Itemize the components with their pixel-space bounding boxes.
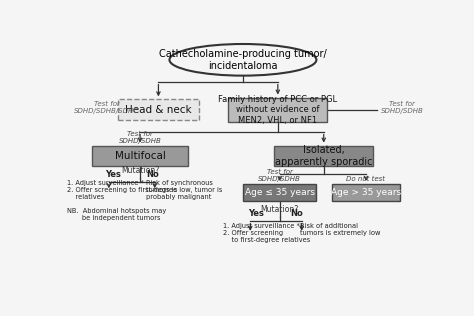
Text: Mutation?: Mutation? [121, 166, 159, 175]
Text: No: No [290, 209, 302, 218]
Text: Risk of synchronous
tumors is low, tumor is
probably malignant: Risk of synchronous tumors is low, tumor… [146, 180, 222, 200]
FancyBboxPatch shape [118, 99, 199, 120]
Text: Multifocal: Multifocal [115, 151, 165, 161]
Text: Mutation?: Mutation? [261, 205, 299, 214]
FancyBboxPatch shape [92, 146, 188, 166]
Text: Do not test: Do not test [346, 176, 385, 182]
Text: Cathecholamine-producing tumor/
incidentaloma: Cathecholamine-producing tumor/ incident… [159, 49, 327, 70]
Text: Yes: Yes [248, 209, 264, 218]
FancyBboxPatch shape [228, 98, 328, 122]
Text: Test for
SDHD/SDHB: Test for SDHD/SDHB [258, 169, 301, 182]
Text: Yes: Yes [105, 170, 120, 179]
Text: No: No [146, 170, 159, 179]
Text: Isolated,
apparently sporadic: Isolated, apparently sporadic [275, 145, 373, 167]
Text: Head & neck: Head & neck [125, 105, 192, 115]
Text: 1. Adjust surveillance *
2. Offer screening
    to first-degree relatives: 1. Adjust surveillance * 2. Offer screen… [223, 223, 310, 243]
Text: Age > 35 years: Age > 35 years [331, 188, 401, 197]
FancyBboxPatch shape [243, 184, 316, 201]
Text: Age ≤ 35 years: Age ≤ 35 years [245, 188, 315, 197]
Text: Test for
SDHD/SDHB/SDHC: Test for SDHD/SDHB/SDHC [74, 101, 139, 114]
Text: Test for
SDHD/SDHB: Test for SDHD/SDHB [118, 131, 162, 144]
Text: Family history of PCC or PGL
without evidence of
MEN2, VHL, or NF1: Family history of PCC or PGL without evi… [218, 95, 337, 125]
Text: 1. Adjust surveillance *
2. Offer screening to first-degree
    relatives

NB.  : 1. Adjust surveillance * 2. Offer screen… [66, 180, 177, 221]
Text: Test for
SDHD/SDHB: Test for SDHD/SDHB [381, 101, 423, 114]
FancyBboxPatch shape [332, 184, 400, 201]
Text: Risk of additional
tumors is extremely low: Risk of additional tumors is extremely l… [300, 223, 380, 236]
Ellipse shape [169, 44, 317, 76]
FancyBboxPatch shape [274, 146, 374, 166]
